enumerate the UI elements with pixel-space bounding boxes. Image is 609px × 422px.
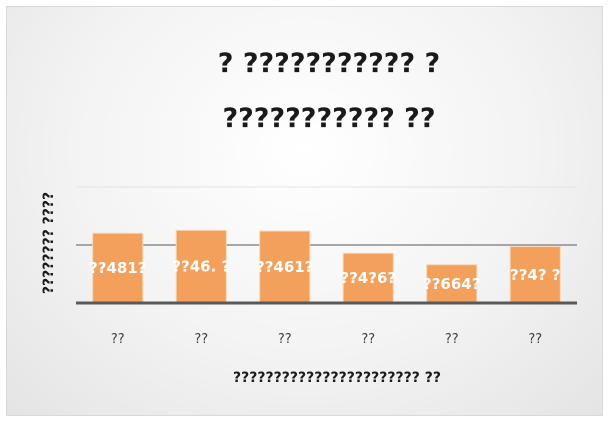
x-tick-label: ?? [111, 332, 125, 347]
x-tick-labels: ???????????? [111, 332, 542, 347]
data-label: ??46. ? [172, 258, 230, 276]
data-labels: ??481? ??46. ? ??461? ??4?6? ??664? ??4? ? [89, 258, 560, 293]
data-label: ??461? [256, 258, 313, 276]
x-axis-title: ??????????????????????? ?? [233, 370, 441, 386]
x-tick-label: ?? [445, 332, 459, 347]
chart-title-line-2: ??????????? ?? [222, 103, 435, 134]
bar [509, 246, 561, 304]
bar [259, 230, 311, 304]
bar [342, 252, 394, 304]
data-label: ??4?6? [340, 269, 396, 287]
x-tick-label: ?? [194, 332, 208, 347]
chart-title-line-1: ? ??????????? ? [218, 48, 440, 79]
gridlines [76, 186, 577, 246]
x-tick-label: ?? [528, 332, 542, 347]
data-label: ??4? ? [510, 266, 560, 284]
data-label: ??664? [423, 275, 480, 293]
x-tick-label: ?? [278, 332, 292, 347]
bar [175, 229, 227, 304]
bar-chart: ? ??????????? ? ??????????? ?? ?????????… [41, 48, 577, 386]
chart-area: ? ??????????? ? ??????????? ?? ?????????… [6, 6, 603, 416]
bar [426, 264, 478, 304]
bars [92, 229, 561, 304]
y-axis-title: ???????? ???? [41, 192, 57, 294]
bar [92, 232, 144, 304]
x-tick-label: ?? [361, 332, 375, 347]
data-label: ??481? [89, 259, 146, 277]
